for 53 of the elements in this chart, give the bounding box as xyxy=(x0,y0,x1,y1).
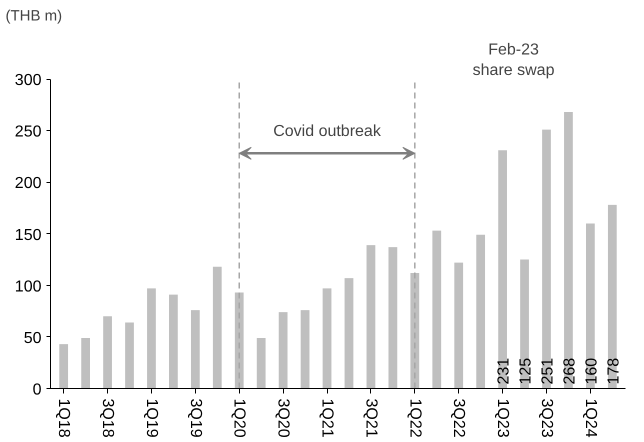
x-tick-label: 1Q20 xyxy=(230,398,248,438)
bar xyxy=(520,260,529,388)
y-tick-label: 100 xyxy=(14,278,42,296)
x-tick-label: 1Q24 xyxy=(582,398,599,438)
bar xyxy=(147,288,156,388)
bar xyxy=(322,288,332,388)
bar xyxy=(608,204,617,388)
data-label: 160 xyxy=(583,358,600,384)
data-label: 251 xyxy=(539,358,556,384)
data-label: 231 xyxy=(496,358,513,384)
bar xyxy=(59,344,68,388)
x-tick-label: 1Q18 xyxy=(55,398,72,438)
bar xyxy=(366,245,376,388)
bar xyxy=(125,322,134,388)
bar xyxy=(564,112,573,388)
bar xyxy=(300,310,310,388)
y-tick-label: 300 xyxy=(14,72,42,90)
x-tick-label: 3Q20 xyxy=(274,398,292,438)
bar xyxy=(103,316,112,388)
bar xyxy=(256,338,266,388)
data-label: 268 xyxy=(561,358,578,384)
y-tick-label: 150 xyxy=(14,226,42,244)
bar xyxy=(388,247,398,388)
bar xyxy=(169,294,178,388)
data-label: 125 xyxy=(518,358,535,384)
y-tick-label: 50 xyxy=(24,330,42,347)
bar xyxy=(81,338,90,388)
bar xyxy=(542,130,551,388)
x-tick-label: 1Q19 xyxy=(142,398,160,438)
bar xyxy=(454,262,464,388)
bar xyxy=(498,150,507,388)
y-axis-title: (THB m) xyxy=(6,8,62,24)
x-tick-label: 3Q19 xyxy=(186,398,204,438)
x-tick-label: 3Q23 xyxy=(538,398,555,438)
y-tick-label: 250 xyxy=(14,124,42,141)
annotation: Covid outbreak xyxy=(273,122,382,140)
data-label: 178 xyxy=(605,358,622,384)
x-tick-label: 1Q21 xyxy=(318,398,336,438)
bar xyxy=(212,266,222,388)
bar xyxy=(278,312,288,388)
y-tick-label: 200 xyxy=(14,175,42,192)
x-tick-label: 3Q22 xyxy=(450,398,468,438)
x-tick-label: 1Q22 xyxy=(406,398,424,438)
bar xyxy=(586,223,595,388)
text: Feb-23 share swap xyxy=(472,42,555,80)
x-tick-label: 1Q23 xyxy=(494,398,512,438)
y-tick-label: 0 xyxy=(32,382,42,398)
x-tick-label: 3Q18 xyxy=(99,398,116,438)
bar xyxy=(432,230,442,388)
bar xyxy=(476,234,486,388)
x-tick-label: 3Q21 xyxy=(362,398,380,438)
bar xyxy=(344,278,354,388)
bar xyxy=(190,310,200,388)
